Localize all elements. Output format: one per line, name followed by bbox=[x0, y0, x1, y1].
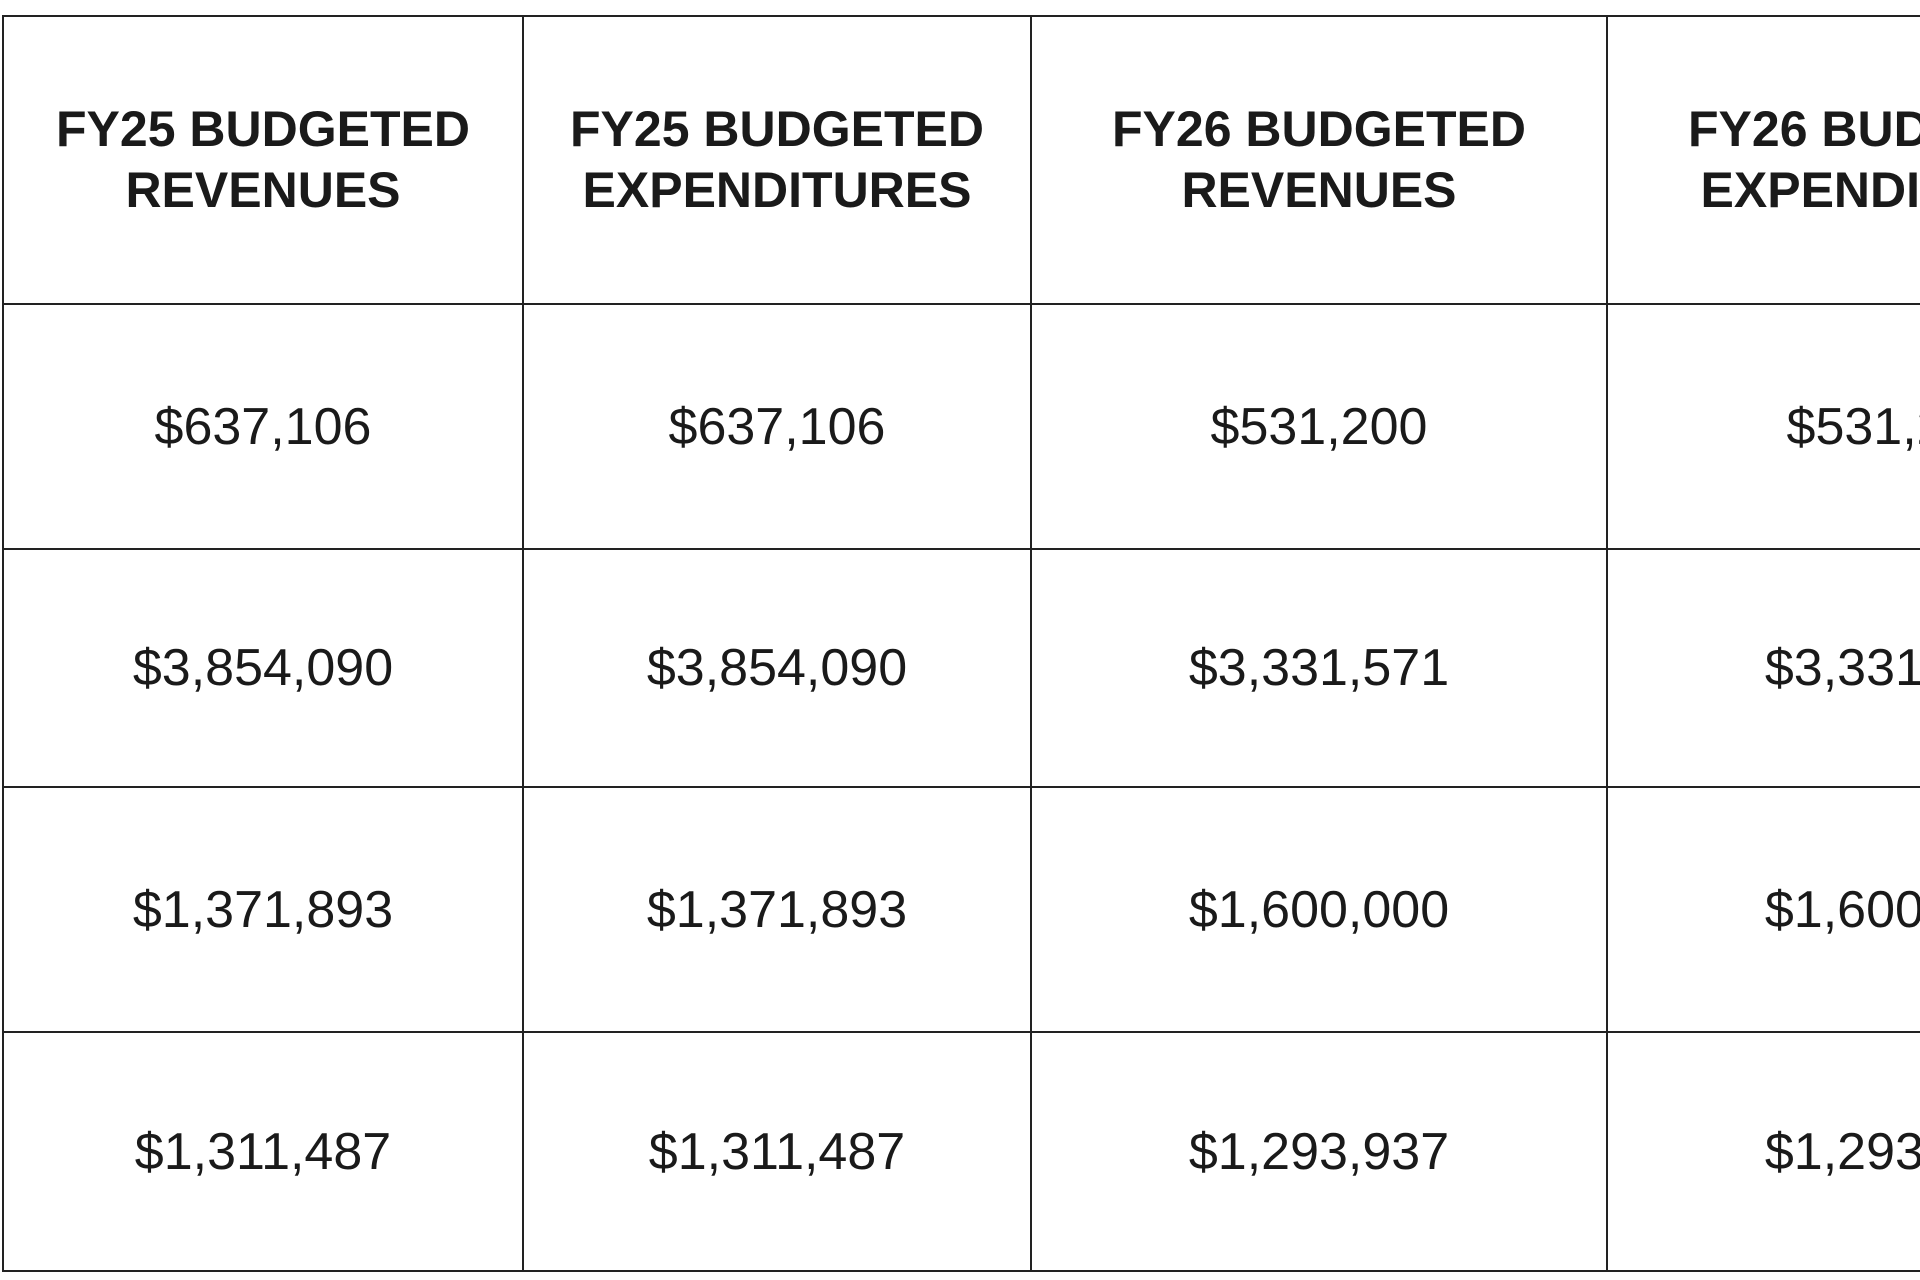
table-cell: $1,600,000 bbox=[1606, 786, 1920, 1033]
table-cell: $3,854,090 bbox=[522, 548, 1032, 788]
table-cell: $1,311,487 bbox=[522, 1031, 1032, 1272]
table-cell: $1,371,893 bbox=[2, 786, 524, 1033]
table-body: $637,106$637,106$531,200$531,200$3,854,0… bbox=[2, 303, 1920, 1272]
table-row: $1,371,893$1,371,893$1,600,000$1,600,000 bbox=[2, 786, 1920, 1033]
table-cell: $1,293,937 bbox=[1030, 1031, 1608, 1272]
table-cell: $1,311,487 bbox=[2, 1031, 524, 1272]
table-row: $637,106$637,106$531,200$531,200 bbox=[2, 303, 1920, 550]
table-cell: $3,331,571 bbox=[1030, 548, 1608, 788]
table-cell: $531,200 bbox=[1606, 303, 1920, 550]
header-cell: FY25 BUDGETED REVENUES bbox=[2, 15, 524, 305]
table-cell: $1,293,937 bbox=[1606, 1031, 1920, 1272]
header-cell: FY26 BUDGETED REVENUES bbox=[1030, 15, 1608, 305]
table-cell: $3,331,571 bbox=[1606, 548, 1920, 788]
table-cell: $637,106 bbox=[2, 303, 524, 550]
table-cell: $637,106 bbox=[522, 303, 1032, 550]
table-cell: $1,371,893 bbox=[522, 786, 1032, 1033]
header-row: FY25 BUDGETED REVENUES FY25 BUDGETED EXPE… bbox=[2, 15, 1920, 305]
table-cell: $3,854,090 bbox=[2, 548, 524, 788]
table-row: $3,854,090$3,854,090$3,331,571$3,331,571 bbox=[2, 548, 1920, 788]
header-cell: FY25 BUDGETED EXPENDITURES bbox=[522, 15, 1032, 305]
header-cell: FY26 BUDGETED EXPENDITURES bbox=[1606, 15, 1920, 305]
table-row: $1,311,487$1,311,487$1,293,937$1,293,937 bbox=[2, 1031, 1920, 1272]
table-cell: $1,600,000 bbox=[1030, 786, 1608, 1033]
table-cell: $531,200 bbox=[1030, 303, 1608, 550]
budget-table: FY25 BUDGETED REVENUES FY25 BUDGETED EXPE… bbox=[2, 15, 1920, 1272]
